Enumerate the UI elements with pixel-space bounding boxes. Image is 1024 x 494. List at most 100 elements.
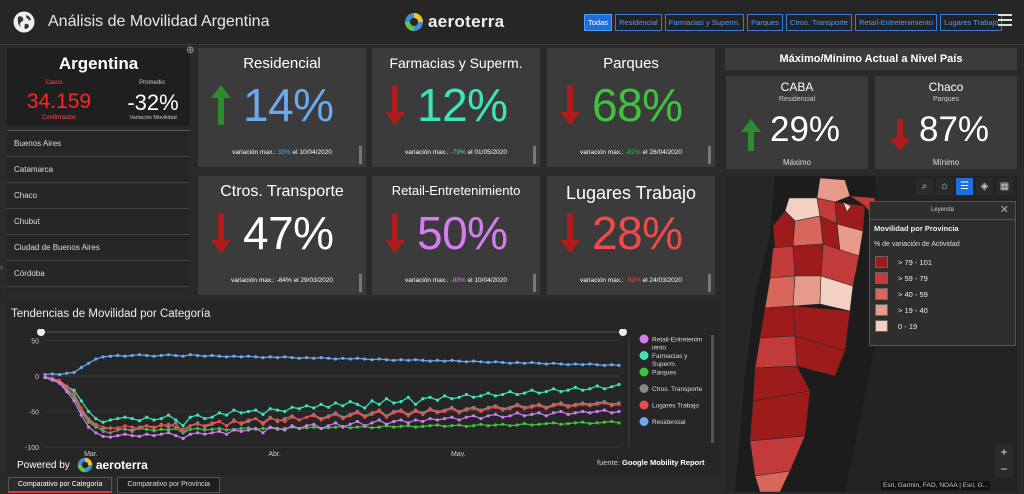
legend-marker xyxy=(639,400,649,410)
data-point xyxy=(443,424,447,428)
tab-todas[interactable]: Todas xyxy=(584,14,613,31)
data-point xyxy=(493,423,498,427)
data-point xyxy=(101,429,105,433)
data-point xyxy=(414,425,418,429)
country-summary: Argentina Casos 34.159 Confirmados Prome… xyxy=(7,48,190,126)
layers-icon[interactable]: ◈ xyxy=(976,178,993,195)
trend-chart[interactable]: 50 0 -50 -100 Mar. Abr. May. Retail-Entretenimi… xyxy=(7,329,719,457)
hamburger-menu-icon[interactable] xyxy=(998,14,1012,29)
legend-item: > 40 - 59 xyxy=(875,286,1015,302)
arrow-up-icon xyxy=(741,119,761,151)
legend-subtitle: % de variación de Actividad xyxy=(874,241,960,248)
data-point xyxy=(283,419,287,424)
list-item[interactable]: Córdoba xyxy=(7,261,190,287)
data-point xyxy=(196,353,200,358)
data-point xyxy=(428,424,432,428)
data-point xyxy=(101,434,105,438)
country-name: Argentina xyxy=(58,54,139,73)
card-footer: variación max.: -82% el 26/04/2020 xyxy=(547,149,715,156)
data-point xyxy=(384,422,389,426)
data-point xyxy=(326,424,330,428)
data-point xyxy=(457,359,461,363)
tab-trabajo[interactable]: Lugares Trabajo xyxy=(940,14,1003,31)
close-icon[interactable]: ✕ xyxy=(999,204,1009,216)
arrow-down-icon xyxy=(560,213,580,253)
search-icon[interactable]: ⌕ xyxy=(916,178,933,195)
tab-parques[interactable]: Parques xyxy=(747,14,784,31)
list-item[interactable]: Ciudad de Buenos Aires xyxy=(7,235,190,261)
data-point xyxy=(399,400,403,404)
data-point xyxy=(210,431,214,435)
side-panel-handle-icon[interactable]: › xyxy=(0,262,3,272)
data-point xyxy=(152,429,156,433)
data-point xyxy=(435,411,439,415)
data-point xyxy=(181,427,185,431)
card-title: Residencial xyxy=(243,55,321,72)
data-point xyxy=(108,418,112,422)
data-point xyxy=(530,423,534,427)
scrollbar[interactable] xyxy=(533,146,536,164)
data-point xyxy=(210,427,214,431)
data-point xyxy=(515,360,519,365)
zoom-in-button[interactable]: + xyxy=(1000,445,1008,459)
legend-label: Ctros. Transporte xyxy=(652,386,703,393)
data-source: fuente: Google Mobility Report xyxy=(597,458,705,467)
data-point xyxy=(145,432,149,436)
tab-comparativo-categoria[interactable]: Comparativo por Categoría xyxy=(8,477,113,493)
scrollbar[interactable] xyxy=(359,274,362,292)
data-point xyxy=(552,404,556,408)
data-point xyxy=(57,373,62,377)
tab-transporte[interactable]: Ctros. Transporte xyxy=(786,14,852,31)
scrollbar[interactable] xyxy=(708,146,711,164)
legend-icon[interactable]: ☰ xyxy=(956,178,973,195)
data-point xyxy=(181,431,185,435)
data-point xyxy=(406,424,410,428)
data-point xyxy=(486,391,490,395)
legend-marker xyxy=(639,384,649,393)
data-point xyxy=(341,356,345,360)
home-icon[interactable]: ⌂ xyxy=(936,178,953,195)
data-point xyxy=(537,404,541,408)
average-value: -32% xyxy=(127,90,179,115)
data-point xyxy=(421,358,425,362)
trend-chart-panel: Tendencias de Movilidad por Categoría 50… xyxy=(7,301,719,475)
data-point xyxy=(305,415,309,419)
data-point xyxy=(370,399,374,403)
data-point xyxy=(239,426,243,431)
card-value: 12% xyxy=(417,79,508,131)
tab-residencial[interactable]: Residencial xyxy=(615,14,662,31)
tab-farmacias[interactable]: Farmacias y Superm. xyxy=(664,14,745,31)
scrollbar[interactable] xyxy=(708,274,711,292)
data-point xyxy=(116,353,120,358)
scrollbar[interactable] xyxy=(533,274,536,292)
tab-comparativo-provincia[interactable]: Comparativo por Provincia xyxy=(117,477,220,493)
data-point xyxy=(392,425,396,429)
data-point xyxy=(159,417,163,421)
zoom-out-button[interactable]: − xyxy=(1000,462,1008,476)
data-point xyxy=(305,424,309,428)
basemap-icon[interactable]: ▦ xyxy=(996,178,1013,195)
card-footer: variación max.: 33% el 10/04/2020 xyxy=(198,149,366,156)
scrollbar[interactable] xyxy=(359,146,362,164)
data-point xyxy=(123,426,127,431)
list-item[interactable]: Catamarca xyxy=(7,157,190,183)
data-point xyxy=(305,356,309,360)
data-point xyxy=(79,413,83,417)
data-point xyxy=(559,362,563,366)
legend-marker xyxy=(639,351,649,360)
category-card: Ctros. Transporte 47% variación max.: -84%… xyxy=(198,176,366,295)
list-item[interactable]: Chaco xyxy=(7,183,190,209)
data-point xyxy=(363,357,367,361)
list-item[interactable]: Buenos Aires xyxy=(7,131,190,157)
data-point xyxy=(617,363,621,367)
average-label: Promedio xyxy=(139,80,165,86)
data-point xyxy=(457,423,461,427)
data-point xyxy=(246,409,250,414)
legend-item: > 59 - 79 xyxy=(875,270,1015,286)
list-item[interactable]: Chubut xyxy=(7,209,190,235)
data-point xyxy=(159,353,163,358)
expand-icon[interactable]: ⊕ xyxy=(186,45,195,56)
data-point xyxy=(254,417,258,421)
data-point xyxy=(312,422,316,426)
tab-retail[interactable]: Retail-Entretenimiento xyxy=(854,14,938,31)
